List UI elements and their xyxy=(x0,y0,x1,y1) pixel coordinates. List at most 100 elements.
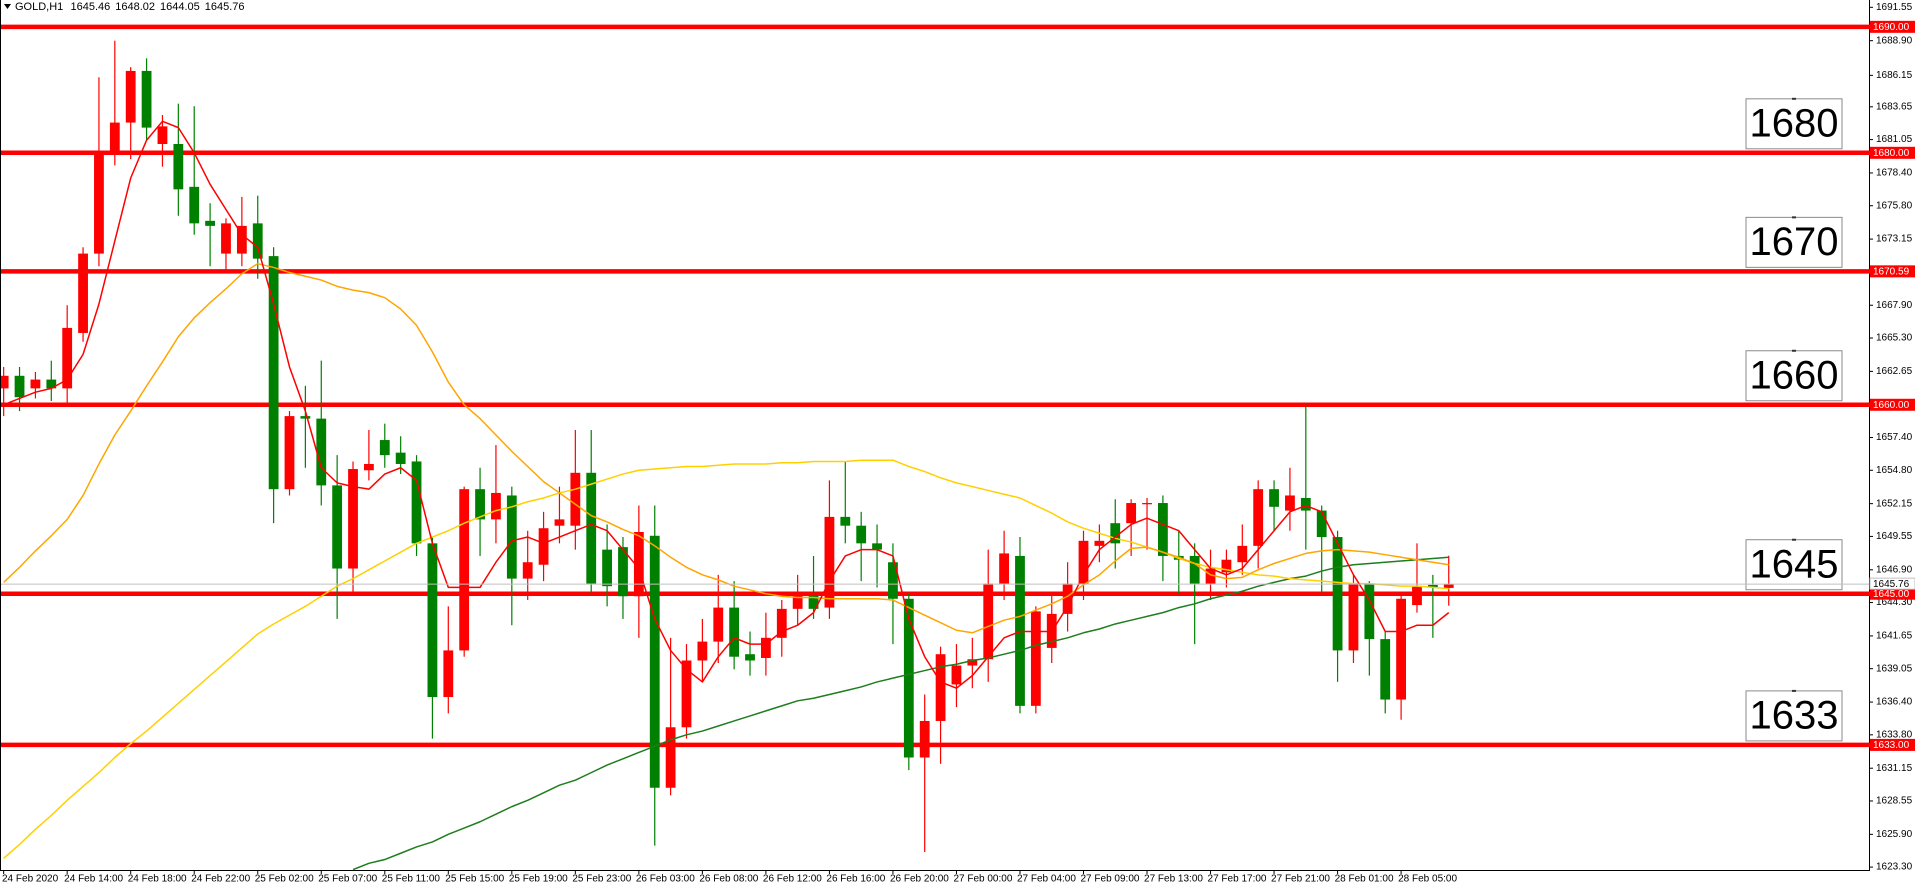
level-label: 1633.00 xyxy=(1873,740,1910,751)
candle-body xyxy=(999,553,1009,584)
candle-body xyxy=(1348,583,1359,651)
candle-body xyxy=(983,583,994,660)
x-tick-label: 25 Feb 19:00 xyxy=(509,874,568,885)
candle-body xyxy=(348,469,358,569)
candle-body xyxy=(30,379,41,389)
y-tick-label: 1625.90 xyxy=(1876,829,1913,840)
level-label-box xyxy=(1870,587,1915,600)
level-label: 1690.00 xyxy=(1873,22,1910,33)
candle-body xyxy=(62,327,73,389)
candle-body xyxy=(284,416,295,490)
candle-body xyxy=(872,543,882,550)
y-tick-label: 1681.05 xyxy=(1876,134,1913,145)
x-tick-label: 27 Feb 09:00 xyxy=(1081,874,1140,885)
level-label-box xyxy=(1870,738,1915,751)
level-label-box xyxy=(1870,20,1915,33)
candle-body xyxy=(840,516,851,526)
candle-body xyxy=(1030,611,1041,706)
y-tick-label: 1639.05 xyxy=(1876,663,1913,674)
candle-body xyxy=(1380,639,1391,700)
x-tick-label: 24 Feb 14:00 xyxy=(64,874,123,885)
level-note-box xyxy=(1745,98,1843,150)
header-high: 1648.02 xyxy=(115,1,155,13)
candle-body xyxy=(1062,583,1073,614)
candle-body xyxy=(1396,598,1406,700)
level-label: 1645.00 xyxy=(1873,589,1910,600)
ma-line xyxy=(3,262,1449,634)
header-low: 1644.05 xyxy=(160,1,200,13)
candle-body xyxy=(252,223,263,259)
symbol: GOLD,H1 xyxy=(15,1,63,13)
candle-body xyxy=(236,225,247,254)
candle-body xyxy=(522,562,533,579)
candle-body xyxy=(316,418,327,486)
y-tick-label: 1644.30 xyxy=(1876,597,1913,608)
candle-body xyxy=(824,516,835,608)
candle-body xyxy=(1078,540,1089,584)
x-tick-label: 27 Feb 17:00 xyxy=(1208,874,1267,885)
y-tick-label: 1628.55 xyxy=(1876,796,1913,807)
candle-body xyxy=(1427,584,1438,588)
y-tick-label: 1631.15 xyxy=(1876,763,1913,774)
y-tick-label: 1673.15 xyxy=(1876,234,1913,245)
x-tick-label: 28 Feb 01:00 xyxy=(1335,874,1394,885)
candle-body xyxy=(1094,540,1105,546)
x-tick-label: 28 Feb 05:00 xyxy=(1398,874,1457,885)
level-note: 1670 xyxy=(1750,220,1839,264)
x-tick-label: 26 Feb 20:00 xyxy=(890,874,949,885)
candle-body xyxy=(332,485,343,569)
menu-arrow[interactable] xyxy=(4,4,11,9)
candle-body xyxy=(554,519,565,526)
candle-body xyxy=(1364,583,1375,640)
x-tick-label: 24 Feb 22:00 xyxy=(191,874,250,885)
candle-body xyxy=(157,126,168,144)
y-tick-label: 1678.40 xyxy=(1876,168,1913,179)
candle-body xyxy=(379,440,390,456)
candle-body xyxy=(1332,537,1343,651)
candle-body xyxy=(586,472,597,584)
level-note: 1660 xyxy=(1750,353,1839,397)
x-tick-label: 26 Feb 08:00 xyxy=(699,874,758,885)
x-tick-label: 26 Feb 12:00 xyxy=(763,874,822,885)
candle-body xyxy=(1110,523,1121,544)
current-price-label: 1645.76 xyxy=(1873,579,1910,590)
candle-body xyxy=(364,463,374,471)
x-tick-label: 25 Feb 11:00 xyxy=(382,874,441,885)
candle-body xyxy=(919,720,930,758)
candle-body xyxy=(665,727,676,788)
candle-body xyxy=(633,532,644,597)
candle-body xyxy=(681,660,692,728)
x-tick-label: 26 Feb 03:00 xyxy=(636,874,695,885)
y-tick-label: 1683.65 xyxy=(1876,101,1913,112)
candle-body xyxy=(602,549,612,587)
candle-body xyxy=(951,665,962,685)
y-tick-label: 1665.30 xyxy=(1876,333,1913,344)
candle-body xyxy=(1300,497,1311,511)
level-label: 1670.59 xyxy=(1873,266,1910,277)
level-label: 1660.00 xyxy=(1873,400,1910,411)
candle-body xyxy=(125,70,136,123)
candle-body xyxy=(46,379,57,389)
candle-body xyxy=(856,525,867,544)
candle-body xyxy=(1269,489,1279,507)
y-tick-label: 1688.90 xyxy=(1876,35,1913,46)
candle-body xyxy=(459,489,470,651)
candle-body xyxy=(745,654,755,661)
candle-body xyxy=(792,594,803,609)
current-price-box xyxy=(1869,577,1915,590)
header-close: 1645.76 xyxy=(205,1,245,13)
x-tick-label: 24 Feb 18:00 xyxy=(128,874,187,885)
x-tick-label: 27 Feb 13:00 xyxy=(1144,874,1203,885)
candle-body xyxy=(411,461,422,544)
y-tick-label: 1675.80 xyxy=(1876,200,1913,211)
candle-body xyxy=(1221,559,1232,573)
candle-body xyxy=(1205,568,1216,584)
candle-body xyxy=(395,452,406,464)
level-note-box xyxy=(1745,350,1843,402)
candle-body xyxy=(173,143,184,190)
candle-body xyxy=(570,472,581,526)
candle-body xyxy=(618,547,628,597)
level-label-box xyxy=(1870,398,1915,411)
